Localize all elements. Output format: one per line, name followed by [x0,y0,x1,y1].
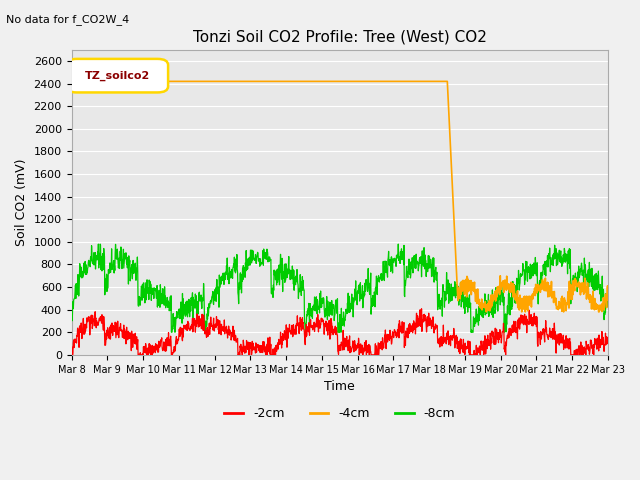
Text: No data for f_CO2W_4: No data for f_CO2W_4 [6,14,130,25]
Y-axis label: Soil CO2 (mV): Soil CO2 (mV) [15,158,28,246]
Title: Tonzi Soil CO2 Profile: Tree (West) CO2: Tonzi Soil CO2 Profile: Tree (West) CO2 [193,29,486,44]
FancyBboxPatch shape [66,59,168,93]
X-axis label: Time: Time [324,380,355,393]
Legend: -2cm, -4cm, -8cm: -2cm, -4cm, -8cm [220,402,460,425]
Text: TZ_soilco2: TZ_soilco2 [84,71,150,81]
